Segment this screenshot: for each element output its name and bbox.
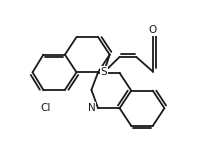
Text: N: N <box>88 103 95 113</box>
Text: Cl: Cl <box>41 103 51 113</box>
Text: O: O <box>149 25 157 35</box>
Text: S: S <box>101 67 107 77</box>
